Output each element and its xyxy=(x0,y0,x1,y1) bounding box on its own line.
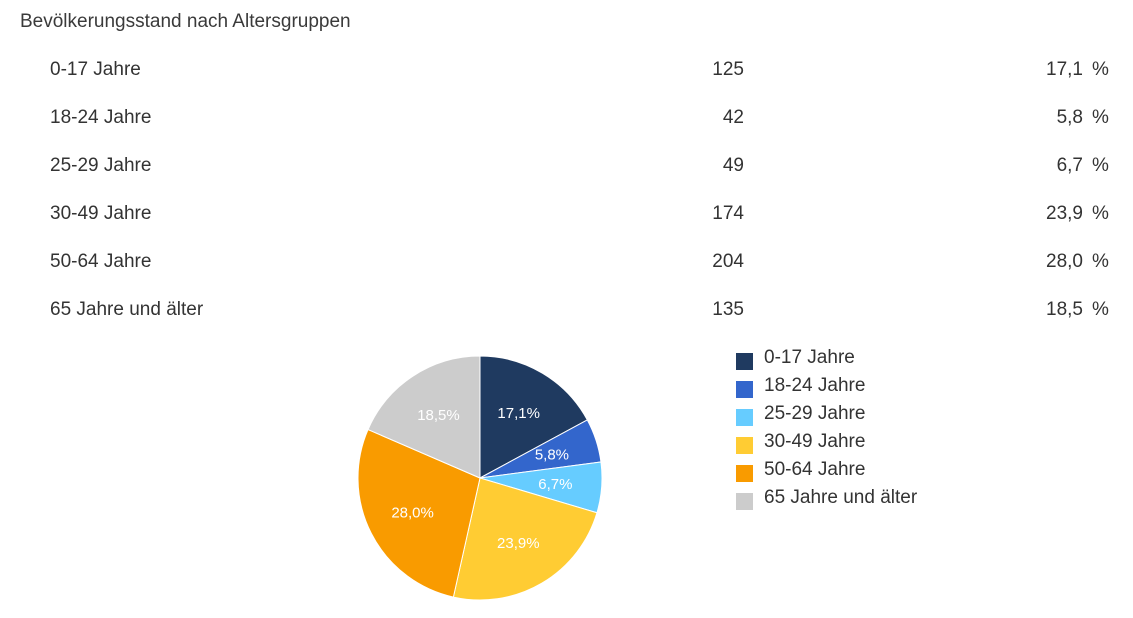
legend-label: 30-49 Jahre xyxy=(764,431,866,452)
slice-label: 17,1% xyxy=(497,405,540,422)
table-row: 0-17 Jahre 125 17,1% xyxy=(0,58,1133,106)
legend-swatch xyxy=(736,381,753,398)
row-label: 0-17 Jahre xyxy=(50,59,141,80)
row-percent: 28,0 xyxy=(1046,251,1083,272)
row-label: 30-49 Jahre xyxy=(50,203,152,224)
row-label: 65 Jahre und älter xyxy=(50,299,204,320)
legend-swatch xyxy=(736,409,753,426)
row-unit: % xyxy=(1092,251,1109,272)
legend-label: 65 Jahre und älter xyxy=(764,487,918,508)
row-unit: % xyxy=(1092,107,1109,128)
row-label: 25-29 Jahre xyxy=(50,155,152,176)
table-row: 18-24 Jahre 42 5,8% xyxy=(0,106,1133,154)
row-percent: 6,7 xyxy=(1056,155,1083,176)
row-label: 18-24 Jahre xyxy=(50,107,152,128)
legend-swatch xyxy=(736,437,753,454)
slice-label: 5,8% xyxy=(535,447,569,464)
slice-label: 18,5% xyxy=(417,407,460,424)
row-label: 50-64 Jahre xyxy=(50,251,152,272)
row-count: 49 xyxy=(722,155,744,176)
row-percent: 17,1 xyxy=(1046,59,1083,80)
pie-slice xyxy=(357,428,481,598)
legend-label: 0-17 Jahre xyxy=(764,347,855,368)
row-percent: 5,8 xyxy=(1056,107,1083,128)
row-count: 125 xyxy=(712,59,744,80)
row-percent: 18,5 xyxy=(1046,299,1083,320)
row-unit: % xyxy=(1092,59,1109,80)
pie-slice xyxy=(452,477,598,601)
legend-label: 18-24 Jahre xyxy=(764,375,866,396)
row-count: 135 xyxy=(712,299,744,320)
row-unit: % xyxy=(1092,155,1109,176)
row-unit: % xyxy=(1092,203,1109,224)
legend-label: 25-29 Jahre xyxy=(764,403,866,424)
row-count: 174 xyxy=(712,203,744,224)
legend-swatch xyxy=(736,493,753,510)
chart-title: Bevölkerungsstand nach Altersgruppen xyxy=(20,11,351,32)
pie-slice xyxy=(479,355,588,479)
pie-slice xyxy=(367,355,481,479)
row-count: 204 xyxy=(712,251,744,272)
table-row: 25-29 Jahre 49 6,7% xyxy=(0,154,1133,202)
table-row: 30-49 Jahre 174 23,9% xyxy=(0,202,1133,250)
row-unit: % xyxy=(1092,299,1109,320)
slice-label: 23,9% xyxy=(497,535,540,552)
row-percent: 23,9 xyxy=(1046,203,1083,224)
slice-label: 6,7% xyxy=(538,476,572,493)
slice-label: 28,0% xyxy=(391,504,434,521)
row-count: 42 xyxy=(722,107,744,128)
legend-swatch xyxy=(736,465,753,482)
table-row: 65 Jahre und älter 135 18,5% xyxy=(0,298,1133,346)
legend-swatch xyxy=(736,353,753,370)
table-row: 50-64 Jahre 204 28,0% xyxy=(0,250,1133,298)
legend-label: 50-64 Jahre xyxy=(764,459,866,480)
